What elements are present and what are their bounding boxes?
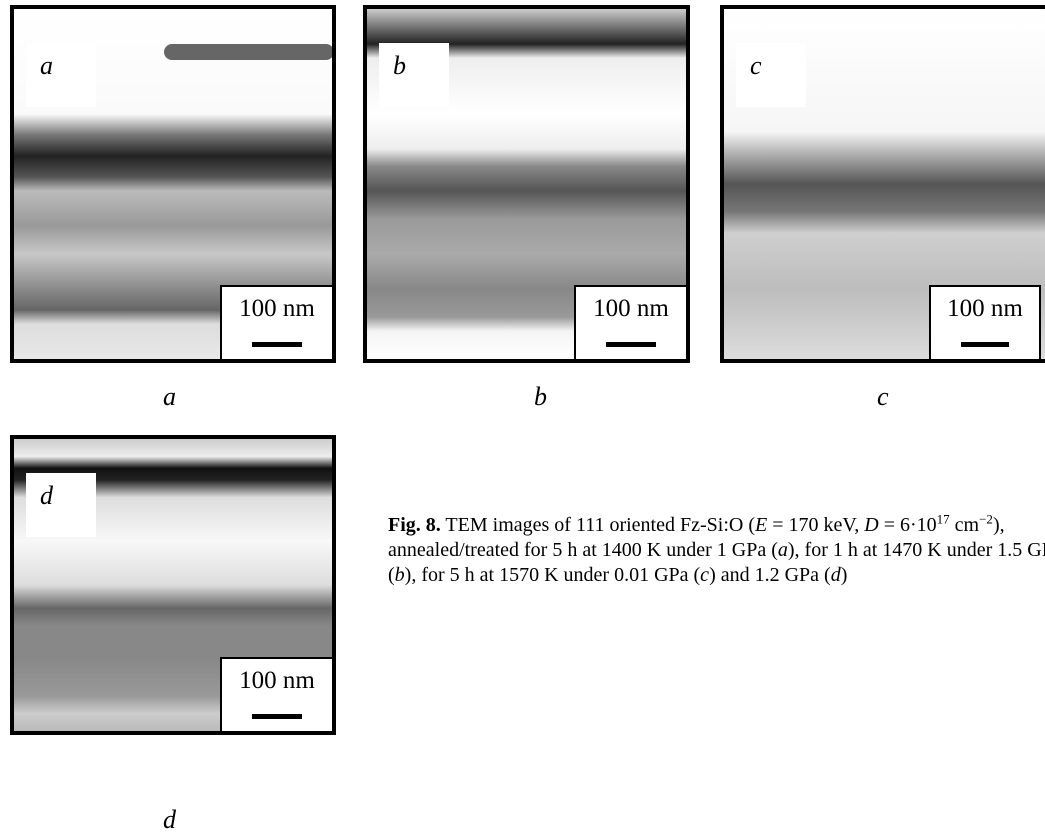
panel-label: c [877, 382, 889, 411]
scale-label: 100 nm [947, 295, 1023, 322]
dark-streak [164, 44, 332, 60]
caption-text: ), for 1 h at 1470 K under 1.5 GPa ( [388, 539, 1045, 586]
scale-bar [252, 342, 302, 347]
scale-label: 100 nm [239, 667, 315, 694]
tem-image: c 100 nm [720, 5, 1045, 363]
scale-label: 100 nm [239, 295, 315, 322]
panel-label: a [163, 382, 176, 411]
caption-text: d [830, 564, 841, 586]
scale-label: 100 nm [593, 295, 669, 322]
caption-text: ) [840, 564, 848, 586]
panel-inner-label: b [379, 43, 449, 107]
caption-text: b [394, 564, 405, 586]
caption-text: ), for 5 h at 1570 K under 0.01 GPa ( [404, 564, 701, 586]
tem-image: a 100 nm [10, 5, 336, 363]
caption-text: cm [949, 514, 980, 536]
panel-inner-label: c [736, 43, 806, 107]
caption-text: = 170 keV, [767, 514, 865, 536]
scale-box: 100 nm [574, 285, 686, 359]
caption-text: −2 [979, 511, 993, 527]
panel-inner-label: a [26, 43, 96, 107]
caption-text: a [777, 539, 788, 561]
scale-bar [606, 342, 656, 347]
caption-text: 17 [936, 511, 950, 527]
caption-label: Fig. 8. [388, 514, 441, 536]
panel-inner-label: d [26, 473, 96, 537]
caption-text: D [864, 514, 879, 536]
caption-text: = 6·10 [878, 514, 937, 536]
panel-label: d [163, 805, 176, 834]
tem-image: b 100 nm [363, 5, 690, 363]
caption-text: ), annealed/treated for 5 h at 1400 K un… [388, 514, 1005, 561]
scale-bar [252, 714, 302, 719]
caption-text: TEM images of 111 oriented Fz-Si:O ( [440, 514, 755, 536]
scale-bar [961, 342, 1009, 347]
panel-label: b [534, 382, 547, 411]
caption-text: c [700, 564, 710, 586]
scale-box: 100 nm [220, 285, 332, 359]
caption: Fig. 8. TEM images of 111 oriented Fz-Si… [388, 511, 1045, 588]
scale-box: 100 nm [220, 657, 332, 731]
tem-image: d 100 nm [10, 435, 336, 735]
scale-box: 100 nm [929, 285, 1041, 359]
caption-text: ) and 1.2 GPa ( [709, 564, 831, 586]
caption-text: E [755, 514, 768, 536]
